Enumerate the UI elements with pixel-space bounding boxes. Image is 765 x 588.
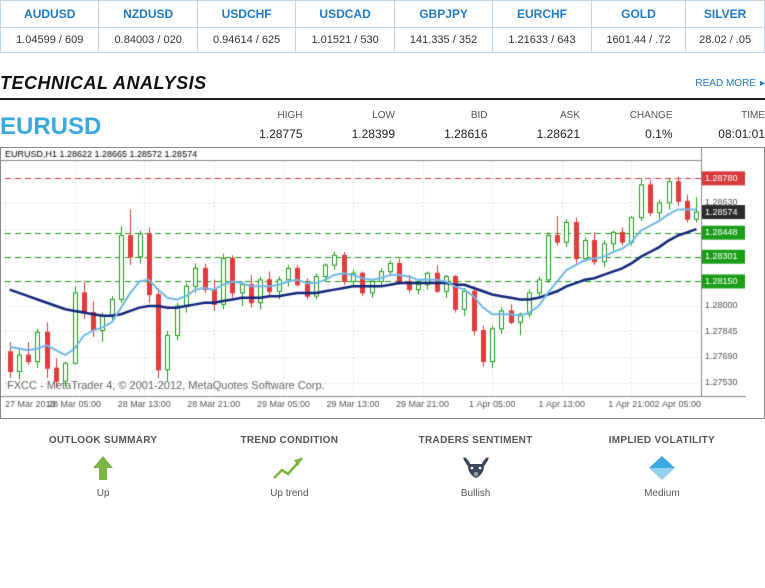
stat-low-label: LOW xyxy=(303,110,396,121)
indicator-volatility-title: IMPLIED VOLATILITY xyxy=(569,435,755,446)
bull-icon xyxy=(383,452,569,484)
stat-high-label: HIGH xyxy=(210,110,303,121)
ticker-table: AUDUSDNZDUSDUSDCHFUSDCADGBPJPYEURCHFGOLD… xyxy=(0,0,765,53)
indicator-trend: TREND CONDITION Up trend xyxy=(196,435,382,499)
ticker-symbol[interactable]: NZDUSD xyxy=(99,1,197,28)
ticker-symbol[interactable]: USDCHF xyxy=(197,1,295,28)
price-chart[interactable] xyxy=(0,147,765,419)
indicator-sentiment: TRADERS SENTIMENT Bullish xyxy=(383,435,569,499)
indicator-trend-value: Up trend xyxy=(196,488,382,499)
indicator-sentiment-value: Bullish xyxy=(383,488,569,499)
ticker-symbol[interactable]: GOLD xyxy=(591,1,686,28)
ticker-quote: 0.94614 / 625 xyxy=(197,28,295,53)
pair-symbol: EURUSD xyxy=(0,113,210,141)
indicator-volatility-value: Medium xyxy=(569,488,755,499)
indicator-sentiment-title: TRADERS SENTIMENT xyxy=(383,435,569,446)
pair-row: EURUSD HIGH 1.28775 LOW 1.28399 BID 1.28616… xyxy=(0,110,765,141)
chevron-right-icon: ▸ xyxy=(760,78,765,89)
ticker-quote: 141.335 / 352 xyxy=(394,28,492,53)
indicator-outlook: OUTLOOK SUMMARY Up xyxy=(10,435,196,499)
stat-ask-label: ASK xyxy=(488,110,581,121)
stat-time-value: 08:01:01 xyxy=(673,127,765,141)
stat-change-label: CHANGE xyxy=(580,110,673,121)
stat-bid-value: 1.28616 xyxy=(395,127,488,141)
arrow-up-icon xyxy=(10,452,196,484)
stat-change-value: 0.1% xyxy=(580,127,673,141)
indicator-outlook-title: OUTLOOK SUMMARY xyxy=(10,435,196,446)
stat-bid-label: BID xyxy=(395,110,488,121)
stat-ask-value: 1.28621 xyxy=(488,127,581,141)
ticker-symbol[interactable]: AUDUSD xyxy=(1,1,99,28)
stat-low-value: 1.28399 xyxy=(303,127,396,141)
ticker-quote: 0.84003 / 020 xyxy=(99,28,197,53)
ticker-quote: 1.21633 / 643 xyxy=(493,28,591,53)
ticker-quote: 1.04599 / 609 xyxy=(1,28,99,53)
ticker-symbol[interactable]: GBPJPY xyxy=(394,1,492,28)
read-more-label: READ MORE xyxy=(695,78,756,89)
ticker-quote: 1.01521 / 530 xyxy=(296,28,394,53)
ticker-symbol[interactable]: SILVER xyxy=(686,1,765,28)
indicator-row: OUTLOOK SUMMARY Up TREND CONDITION Up tr… xyxy=(0,429,765,511)
trend-up-icon xyxy=(196,452,382,484)
stat-high-value: 1.28775 xyxy=(210,127,303,141)
diamond-medium-icon xyxy=(569,452,755,484)
read-more-link[interactable]: READ MORE ▸ xyxy=(695,78,765,89)
ticker-quote: 28.02 / .05 xyxy=(686,28,765,53)
ticker-symbol[interactable]: EURCHF xyxy=(493,1,591,28)
indicator-volatility: IMPLIED VOLATILITY Medium xyxy=(569,435,755,499)
indicator-trend-title: TREND CONDITION xyxy=(196,435,382,446)
stat-time-label: TIME xyxy=(673,110,765,121)
section-title: TECHNICAL ANALYSIS xyxy=(0,73,207,94)
section-header: TECHNICAL ANALYSIS READ MORE ▸ xyxy=(0,73,765,100)
ticker-quote: 1601.44 / .72 xyxy=(591,28,686,53)
indicator-outlook-value: Up xyxy=(10,488,196,499)
ticker-symbol[interactable]: USDCAD xyxy=(296,1,394,28)
